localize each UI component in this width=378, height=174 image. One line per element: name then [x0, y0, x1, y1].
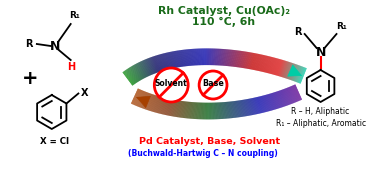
Text: R₁: R₁ — [336, 22, 347, 31]
Text: 110 °C, 6h: 110 °C, 6h — [192, 17, 256, 27]
Text: H: H — [68, 62, 76, 72]
Text: X = Cl: X = Cl — [40, 136, 69, 145]
Text: Base: Base — [202, 80, 224, 89]
Text: Solvent: Solvent — [155, 80, 187, 89]
Text: N: N — [315, 45, 326, 58]
Circle shape — [199, 71, 227, 99]
Text: Rh Catalyst, Cu(OAc)₂: Rh Catalyst, Cu(OAc)₂ — [158, 6, 290, 16]
Text: R – H, Aliphatic: R – H, Aliphatic — [291, 108, 350, 117]
Text: Pd Catalyst, Base, Solvent: Pd Catalyst, Base, Solvent — [138, 137, 280, 147]
Text: +: + — [22, 69, 38, 89]
Text: R: R — [294, 27, 302, 37]
Text: R₁: R₁ — [69, 11, 79, 20]
Text: (Buchwald-Hartwig C – N coupling): (Buchwald-Hartwig C – N coupling) — [128, 149, 278, 159]
Text: R: R — [25, 39, 33, 49]
Circle shape — [154, 68, 188, 102]
Text: N: N — [50, 39, 60, 53]
Text: R₁ – Aliphatic, Aromatic: R₁ – Aliphatic, Aromatic — [276, 120, 366, 129]
Text: X: X — [81, 88, 88, 97]
